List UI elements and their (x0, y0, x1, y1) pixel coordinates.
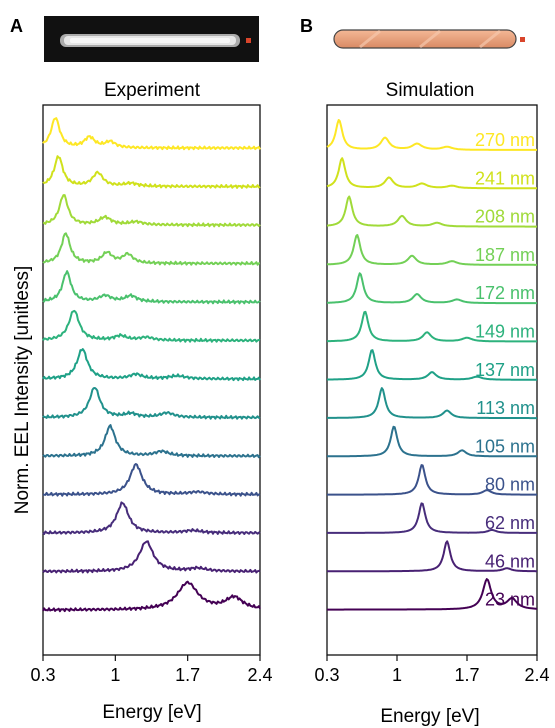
x-tick-label: 2.4 (247, 665, 272, 685)
simulation-spectrum-7 (327, 349, 537, 381)
experiment-spectrum-11 (42, 501, 261, 535)
size-label-7: 137 nm (475, 360, 535, 380)
size-label-12: 46 nm (485, 551, 535, 571)
simulation-spectrum-8 (327, 387, 537, 420)
simulation-spectrum-9 (327, 425, 537, 458)
sem-nanorod-micrograph (44, 16, 259, 62)
simulation-title: Simulation (386, 80, 475, 101)
size-label-6: 149 nm (475, 322, 535, 342)
panel-a-letter: A (10, 16, 23, 36)
simulation-spectrum-3 (326, 195, 537, 228)
size-label-13: 23 nm (485, 590, 535, 610)
size-label-3: 208 nm (475, 207, 535, 227)
size-label-1: 270 nm (475, 130, 535, 150)
x-tick-label: 2.4 (524, 665, 549, 685)
experiment-x-axis-label: Energy [eV] (102, 702, 201, 723)
simulation-spectrum-12 (327, 540, 537, 573)
experiment-spectrum-5 (42, 270, 261, 305)
y-axis-label: Norm. EEL Intensity [unitless] (12, 266, 33, 515)
x-tick-label: 0.3 (30, 665, 55, 685)
simulation-spectrum-5 (327, 272, 537, 305)
experiment-spectrum-9 (42, 424, 261, 459)
x-tick-label: 0.3 (314, 665, 339, 685)
experiment-spectrum-13 (42, 580, 261, 613)
experiment-spectrum-6 (42, 309, 261, 343)
x-tick-label: 1.7 (175, 665, 200, 685)
experiment-spectrum-2 (42, 155, 261, 189)
experiment-spectrum-12 (42, 540, 261, 574)
experiment-title: Experiment (104, 80, 201, 101)
simulation-spectrum-10 (327, 464, 537, 496)
size-label-8: 113 nm (476, 398, 535, 418)
simulation-size-labels: 270 nm 241 nm 208 nm 187 nm 172 nm 149 nm 137 … (475, 130, 535, 610)
size-label-9: 105 nm (475, 436, 535, 456)
x-tick-label: 1.7 (454, 665, 479, 685)
experiment-spectrum-1 (42, 117, 261, 151)
simulation-spectrum-6 (327, 310, 537, 343)
simulation-x-axis-label: Energy [eV] (380, 706, 479, 727)
experiment-spectrum-8 (42, 387, 261, 420)
probe-marker-b (520, 37, 525, 42)
experiment-spectrum-3 (42, 194, 261, 228)
probe-marker-a (246, 38, 251, 43)
simulation-curves (326, 119, 537, 611)
nanorod-schematic (333, 29, 525, 49)
size-label-10: 80 nm (485, 475, 535, 495)
simulation-spectrum-4 (327, 234, 537, 266)
experiment-spectrum-7 (42, 348, 261, 382)
experiment-curves (42, 117, 261, 613)
simulation-spectrum-13 (327, 578, 537, 611)
x-tick-label: 1 (110, 665, 120, 685)
simulation-spectrum-2 (326, 157, 537, 190)
size-label-4: 187 nm (475, 245, 535, 265)
size-label-11: 62 nm (485, 513, 535, 533)
experiment-spectrum-4 (42, 232, 261, 266)
size-label-2: 241 nm (475, 168, 535, 188)
x-tick-label: 1 (392, 665, 402, 685)
size-label-5: 172 nm (475, 283, 535, 303)
simulation-spectrum-1 (326, 119, 537, 151)
x-axis-ticks: 0.3 1 1.7 2.4 0.3 1 1.7 2.4 (30, 655, 550, 685)
panel-b-letter: B (300, 16, 313, 36)
simulation-spectrum-11 (327, 502, 537, 534)
experiment-spectrum-10 (42, 463, 261, 497)
